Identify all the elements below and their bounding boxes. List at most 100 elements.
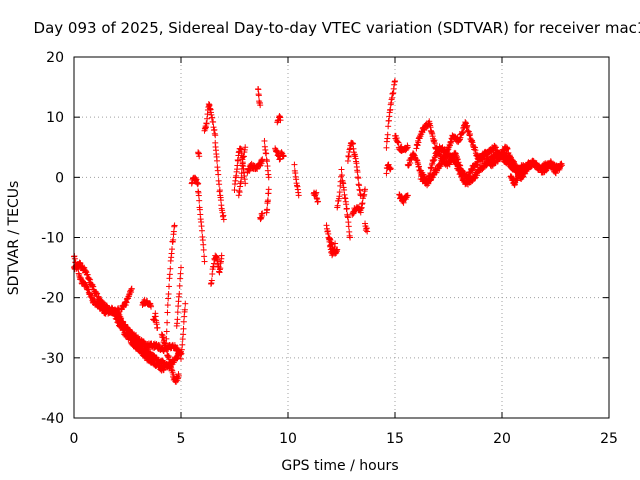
data-point <box>383 170 390 177</box>
x-tick-label: 0 <box>70 431 79 447</box>
data-point <box>383 144 390 151</box>
data-point <box>255 92 262 99</box>
data-point <box>174 309 181 316</box>
data-point <box>404 192 411 199</box>
data-point <box>166 271 173 278</box>
data-point <box>174 316 181 323</box>
data-point <box>344 157 351 164</box>
data-point <box>332 240 339 247</box>
data-point <box>355 175 362 182</box>
y-tick-label: -30 <box>41 351 64 367</box>
data-point <box>364 228 371 235</box>
data-point <box>231 187 238 194</box>
data-point <box>94 290 101 297</box>
data-point <box>347 234 354 241</box>
y-tick-label: 0 <box>55 170 64 186</box>
data-point <box>148 303 155 310</box>
data-point <box>265 174 272 181</box>
data-point <box>166 283 173 290</box>
data-point <box>163 346 170 353</box>
data-point <box>196 197 203 204</box>
data-point <box>354 169 361 176</box>
data-point <box>314 198 321 205</box>
data-point <box>163 328 170 335</box>
data-point <box>280 153 287 160</box>
data-point <box>264 197 271 204</box>
data-point <box>195 192 202 199</box>
data-point <box>182 300 189 307</box>
data-point <box>235 157 242 164</box>
data-point <box>265 186 272 193</box>
data-point <box>217 197 224 204</box>
y-tick-label: -10 <box>41 231 64 247</box>
data-point <box>264 206 271 213</box>
data-point <box>171 222 178 229</box>
data-point <box>259 156 266 163</box>
chart-title: Day 093 of 2025, Sidereal Day-to-day VTE… <box>34 19 640 37</box>
data-point <box>176 282 183 289</box>
data-point <box>362 186 369 193</box>
data-point <box>203 120 210 127</box>
data-point <box>218 252 225 259</box>
data-point <box>212 132 219 139</box>
data-point <box>467 130 474 137</box>
data-point <box>220 216 227 223</box>
x-axis-label: GPS time / hours <box>281 458 398 474</box>
data-point <box>200 241 207 248</box>
data-point <box>180 331 187 338</box>
data-point <box>263 150 270 157</box>
x-tick-label: 15 <box>386 431 404 447</box>
data-point <box>336 189 343 196</box>
data-point <box>259 210 266 217</box>
data-point <box>338 172 345 179</box>
data-point <box>214 157 221 164</box>
data-point <box>128 285 135 292</box>
data-point <box>392 78 398 85</box>
data-point <box>175 372 182 379</box>
data-point <box>313 189 320 196</box>
data-point <box>343 205 350 212</box>
data-point <box>385 123 392 130</box>
data-point <box>196 153 203 160</box>
data-point <box>242 144 249 151</box>
y-tick-label: -40 <box>41 411 64 427</box>
data-point <box>261 137 268 144</box>
data-point <box>257 102 264 109</box>
data-point <box>384 131 391 138</box>
x-tick-label: 20 <box>493 431 511 447</box>
y-tick-label: -20 <box>41 291 64 307</box>
data-point <box>295 192 302 199</box>
data-point <box>181 306 188 313</box>
data-point <box>208 277 215 284</box>
data-point <box>180 318 187 325</box>
data-point <box>178 264 184 271</box>
data-point <box>201 258 208 265</box>
data-point <box>201 253 208 260</box>
data-point <box>177 270 184 277</box>
data-point <box>178 355 184 362</box>
data-point <box>198 227 205 234</box>
data-point <box>215 171 222 178</box>
data-point <box>165 291 172 298</box>
data-point <box>404 144 411 151</box>
data-point <box>200 246 207 253</box>
data-point <box>164 309 171 316</box>
data-point <box>350 140 357 147</box>
data-point <box>345 223 352 230</box>
data-point <box>387 165 394 172</box>
x-tick-label: 25 <box>600 431 618 447</box>
data-point <box>217 265 224 272</box>
data-point <box>164 302 171 309</box>
data-point <box>176 290 183 297</box>
data-point <box>387 106 394 113</box>
data-point <box>277 117 284 124</box>
x-tick-label: 5 <box>177 431 186 447</box>
y-tick-label: 20 <box>46 50 64 66</box>
data-point <box>180 325 187 332</box>
y-axis-label: SDTVAR / TECUs <box>6 181 22 296</box>
data-point <box>169 246 176 253</box>
data-point <box>291 161 298 168</box>
data-points <box>71 78 565 385</box>
